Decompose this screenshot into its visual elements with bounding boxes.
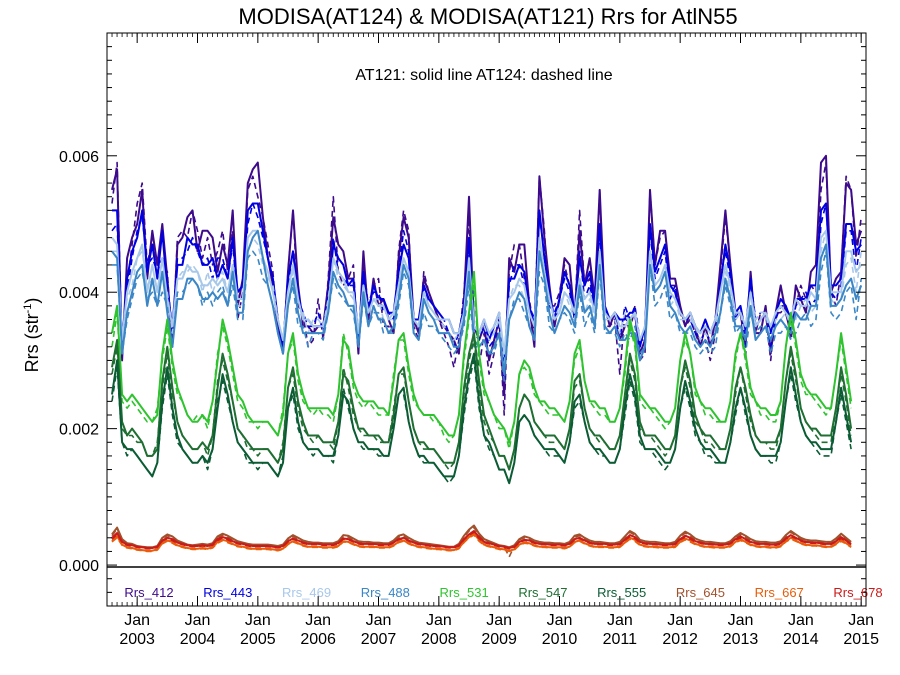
series-line-rrs-531-at121 [111, 270, 853, 444]
x-tick-year: 2014 [783, 631, 819, 648]
x-tick-year: 2015 [843, 631, 879, 648]
x-tick-year: 2006 [300, 631, 336, 648]
y-tick-label: 0.002 [59, 422, 99, 439]
y-axis-label: Rrs (str-1) [22, 298, 42, 373]
x-tick-month: Jan [245, 612, 271, 629]
x-tick-month: Jan [124, 612, 150, 629]
series-line-rrs-678-at124 [111, 531, 852, 550]
legend: Rrs_412 Rrs_443 Rrs_469 Rrs_488 Rrs_531 Rrs_5… [124, 585, 882, 600]
x-tick-month: Jan [185, 612, 211, 629]
x-tick-year: 2003 [119, 631, 155, 648]
legend-item-rrs-667: Rrs_667 [755, 585, 804, 600]
legend-item-rrs-412: Rrs_412 [124, 585, 173, 600]
series-line-rrs-645-at121 [111, 524, 852, 549]
x-tick-year: 2007 [361, 631, 397, 648]
legend-item-rrs-555: Rrs_555 [597, 585, 646, 600]
series-line-rrs-488-at124 [112, 250, 862, 382]
legend-item-rrs-645: Rrs_645 [676, 585, 725, 600]
y-axis: 0.000 0.002 0.004 0.006 [59, 46, 866, 593]
legend-item-rrs-678: Rrs_678 [833, 585, 882, 600]
legend-item-rrs-488: Rrs_488 [361, 585, 410, 600]
x-tick-month: Jan [486, 612, 512, 629]
x-tick-year: 2013 [723, 631, 759, 648]
series-line-rrs-555-at124 [111, 359, 852, 484]
y-tick-label: 0.000 [59, 558, 99, 575]
x-tick-month: Jan [728, 612, 754, 629]
x-tick-month: Jan [305, 612, 331, 629]
x-tick-month: Jan [547, 612, 573, 629]
series-line-rrs-531-at124 [111, 284, 852, 450]
plot-frame [106, 32, 867, 607]
x-tick-month: Jan [426, 612, 452, 629]
y-tick-label: 0.004 [59, 285, 99, 302]
x-tick-year: 2004 [180, 631, 216, 648]
x-tick-year: 2011 [603, 631, 638, 648]
x-tick-month: Jan [607, 612, 633, 629]
x-tick-year: 2012 [662, 631, 698, 648]
series-line-rrs-667-at124 [111, 534, 852, 553]
line-style-note: AT121: solid line AT124: dashed line [355, 67, 612, 84]
y-tick-label: 0.006 [59, 149, 99, 166]
legend-item-rrs-469: Rrs_469 [282, 585, 331, 600]
series-line-rrs-645-at124 [111, 526, 852, 558]
x-tick-year: 2005 [240, 631, 276, 648]
x-axis: Jan 2003 Jan 2004 Jan 2005 Jan 2006 Jan 2007 Jan 20… [106, 33, 879, 648]
x-tick-year: 2010 [542, 631, 578, 648]
x-tick-year: 2008 [421, 631, 457, 648]
chart-title: MODISA(AT124) & MODISA(AT121) Rrs for At… [238, 4, 737, 29]
x-tick-month: Jan [366, 612, 392, 629]
series-layer [111, 154, 863, 558]
x-tick-month: Jan [788, 612, 814, 629]
series-line-rrs-667-at121 [111, 532, 852, 552]
legend-item-rrs-547: Rrs_547 [518, 585, 567, 600]
legend-item-rrs-531: Rrs_531 [440, 585, 489, 600]
series-line-rrs-547-at124 [111, 339, 852, 471]
legend-item-rrs-443: Rrs_443 [203, 585, 252, 600]
x-tick-month: Jan [667, 612, 693, 629]
x-tick-month: Jan [848, 612, 874, 629]
x-tick-year: 2009 [481, 631, 517, 648]
